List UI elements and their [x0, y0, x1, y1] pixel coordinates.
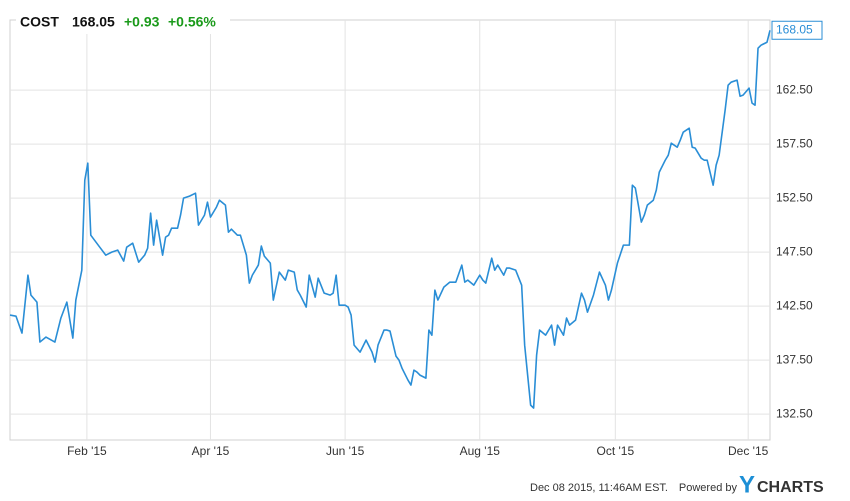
plot-area: [9, 19, 771, 441]
y-tick-label: 152.50: [776, 190, 813, 204]
y-tick-label: 132.50: [776, 406, 813, 420]
brand-y: Y: [739, 471, 755, 498]
last-value-label: 168.05: [776, 22, 813, 36]
y-tick-label: 142.50: [776, 298, 813, 312]
y-tick-label: 162.50: [776, 82, 813, 96]
last-value-box: [771, 20, 823, 40]
x-tick-label: Jun '15: [326, 444, 365, 458]
x-tick-label: Oct '15: [596, 444, 634, 458]
brand-rest: CHARTS: [757, 479, 824, 496]
grid: [10, 20, 770, 440]
price: 168.05: [72, 14, 115, 30]
x-tick-label: Feb '15: [67, 444, 107, 458]
x-tick-label: Dec '15: [728, 444, 769, 458]
timestamp: Dec 08 2015, 11:46AM EST.: [530, 482, 668, 494]
powered-by: Powered by: [679, 482, 738, 494]
change-pct: +0.56%: [168, 14, 216, 30]
y-tick-label: 147.50: [776, 244, 813, 258]
symbol: COST: [20, 14, 59, 30]
header-bg: [16, 12, 230, 34]
x-tick-label: Aug '15: [460, 444, 501, 458]
price-line: [9, 30, 771, 409]
change: +0.93: [124, 14, 160, 30]
series: [9, 30, 771, 409]
y-tick-label: 137.50: [776, 352, 813, 366]
y-tick-label: 157.50: [776, 136, 813, 150]
x-tick-label: Apr '15: [192, 444, 230, 458]
